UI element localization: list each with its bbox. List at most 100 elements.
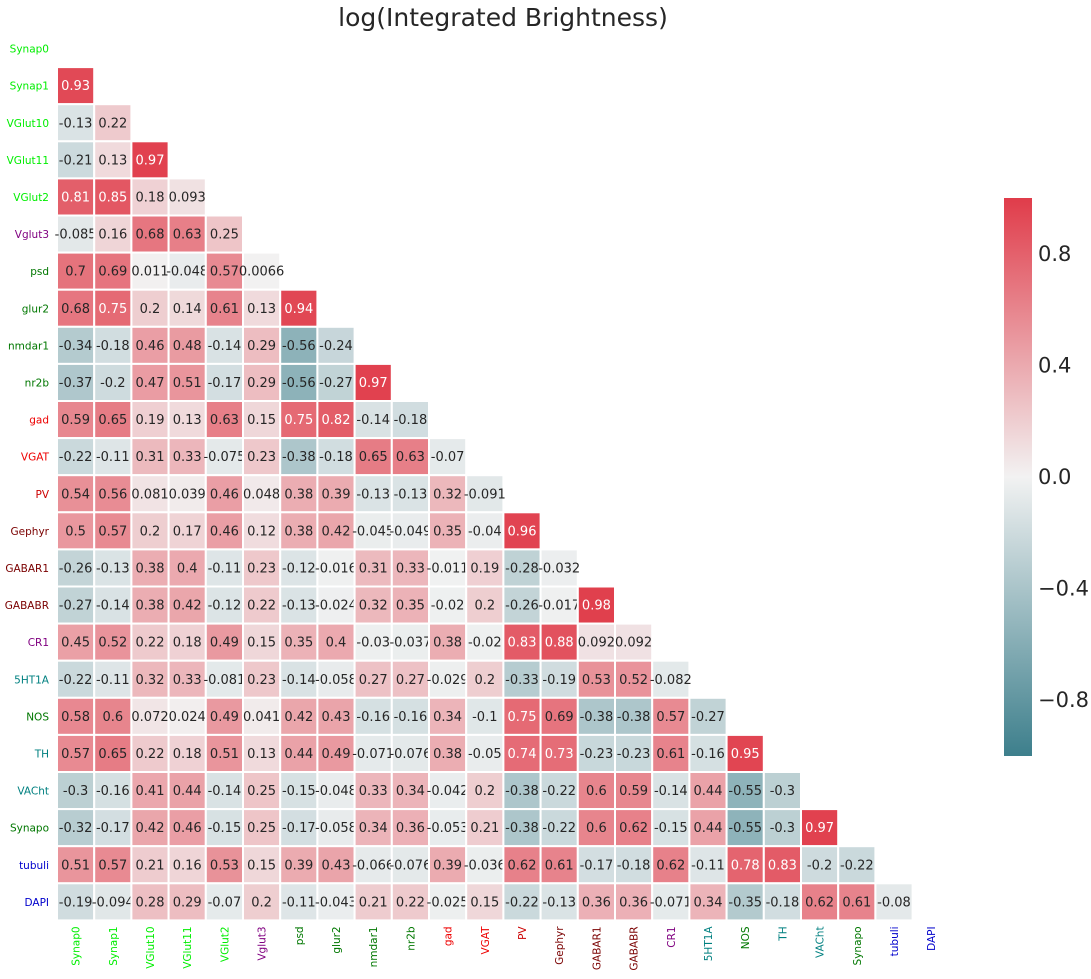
cell-value-label: 0.51 [61, 858, 90, 873]
heatmap-cell [93, 474, 133, 514]
cell-value-label: -0.11 [208, 561, 242, 576]
heatmap-cell [204, 548, 245, 588]
heatmap-cell [204, 882, 245, 922]
cell-value-label: 0.54 [61, 487, 90, 502]
cell-value-label: 0.2 [474, 784, 495, 799]
cell-value-label: 0.39 [322, 487, 351, 502]
cell-value-label: 0.52 [98, 636, 127, 651]
cell-value-label: 0.51 [173, 376, 202, 391]
cell-value-label: -0.24 [319, 339, 353, 354]
cell-value-label: 0.32 [136, 673, 165, 688]
cell-value-label: -0.13 [356, 487, 390, 502]
cell-value-label: -0.11 [282, 895, 316, 910]
cell-value-label: 0.65 [98, 747, 127, 762]
cell-value-label: 0.18 [173, 636, 202, 651]
row-tick-label: Synap1 [10, 81, 49, 93]
row-tick-label: CR1 [28, 637, 49, 649]
cell-value-label: -0.049 [389, 524, 431, 539]
cell-value-label: 0.56 [98, 487, 127, 502]
cell-value-label: 0.59 [619, 784, 648, 799]
cell-value-label: 0.092 [615, 636, 652, 651]
cell-value-label: -0.071 [352, 747, 394, 762]
cell-value-label: 0.75 [508, 710, 537, 725]
cell-value-label: 0.0066 [239, 265, 285, 280]
heatmap-cell [279, 548, 319, 588]
cell-value-label: 0.57 [98, 858, 127, 873]
heatmap-cell [428, 585, 468, 625]
cell-value-label: -0.024 [315, 599, 357, 614]
cell-value-label: 0.46 [210, 524, 239, 539]
cell-value-label: 0.43 [322, 858, 351, 873]
heatmap-cell [93, 251, 133, 291]
heatmap-cells: 0.93 -0.13 0.22 -0.21 0.13 0.97 0.81 0.85 0.18 0.… [55, 66, 914, 922]
heatmap-cell [316, 808, 356, 848]
cell-value-label: 0.68 [61, 302, 90, 317]
heatmap-cell [390, 882, 430, 922]
cell-value-label: 0.18 [136, 190, 165, 205]
cell-value-label: -0.18 [394, 413, 428, 428]
heatmap-cell [279, 659, 319, 699]
cell-value-label: 0.75 [98, 302, 127, 317]
cell-value-label: -0.032 [538, 561, 580, 576]
column-tick-label: nmdar1 [368, 926, 380, 967]
row-tick-label: DAPI [24, 897, 49, 909]
heatmap-cell [614, 845, 654, 885]
cell-value-label: -0.32 [59, 821, 93, 836]
cell-value-label: 0.38 [284, 487, 313, 502]
cell-value-label: 0.2 [474, 673, 495, 688]
cell-value-label: -0.15 [654, 821, 688, 836]
cell-value-label: 0.2 [251, 895, 272, 910]
cell-value-label: -0.025 [427, 895, 469, 910]
cell-value-label: 0.27 [359, 673, 388, 688]
cell-value-label: 0.61 [545, 858, 574, 873]
cell-value-label: 0.23 [247, 561, 276, 576]
row-tick-labels: Synap0 Synap1 VGlut10 VGlut11 VGlut2 Vglut3 ps… [5, 44, 50, 909]
row-tick-label: Synapo [10, 823, 49, 835]
cell-value-label: 0.74 [508, 747, 537, 762]
cell-value-label: 0.13 [247, 302, 276, 317]
cell-value-label: 0.44 [694, 821, 723, 836]
heatmap-cell [167, 882, 207, 922]
cell-value-label: 0.62 [619, 821, 648, 836]
cell-value-label: 0.011 [131, 265, 168, 280]
cell-value-label: 0.81 [61, 190, 90, 205]
heatmap-cell [279, 622, 319, 662]
heatmap-cell [428, 474, 468, 514]
cell-value-label: 0.6 [586, 784, 607, 799]
cell-value-label: -0.22 [840, 858, 874, 873]
cell-value-label: 0.83 [508, 636, 537, 651]
cell-value-label: -0.04 [468, 524, 502, 539]
heatmap-cell [316, 474, 356, 514]
heatmap-cell [279, 882, 319, 922]
cell-value-label: 0.42 [284, 710, 313, 725]
cell-value-label: -0.085 [55, 228, 97, 243]
cell-value-label: -0.3 [770, 821, 795, 836]
row-tick-label: NOS [26, 711, 49, 723]
cell-value-label: -0.22 [59, 673, 93, 688]
colorbar-tick-label: 0.0 [1038, 465, 1071, 489]
heatmap-cell [93, 622, 133, 662]
cell-value-label: -0.076 [389, 858, 431, 873]
cell-value-label: 0.53 [210, 858, 239, 873]
cell-value-label: 0.041 [243, 710, 280, 725]
cell-value-label: -0.22 [542, 821, 576, 836]
cell-value-label: 0.7 [65, 265, 86, 280]
cell-value-label: -0.14 [208, 784, 242, 799]
cell-value-label: 0.33 [173, 450, 202, 465]
cell-value-label: -0.03 [356, 636, 390, 651]
cell-value-label: -0.058 [315, 821, 357, 836]
cell-value-label: 0.36 [396, 821, 425, 836]
heatmap-cell [651, 882, 691, 922]
heatmap-cell [316, 548, 356, 588]
column-tick-label: VGlut11 [182, 926, 194, 968]
chart-title: log(Integrated Brightness) [338, 3, 668, 32]
cell-value-label: -0.26 [59, 561, 93, 576]
heatmap-cell [130, 845, 170, 885]
cell-value-label: 0.42 [173, 599, 202, 614]
cell-value-label: -0.18 [766, 895, 800, 910]
cell-value-label: -0.042 [427, 784, 469, 799]
cell-value-label: -0.56 [282, 376, 316, 391]
cell-value-label: -0.14 [356, 413, 390, 428]
cell-value-label: -0.029 [427, 673, 469, 688]
heatmap-cell [353, 437, 393, 477]
